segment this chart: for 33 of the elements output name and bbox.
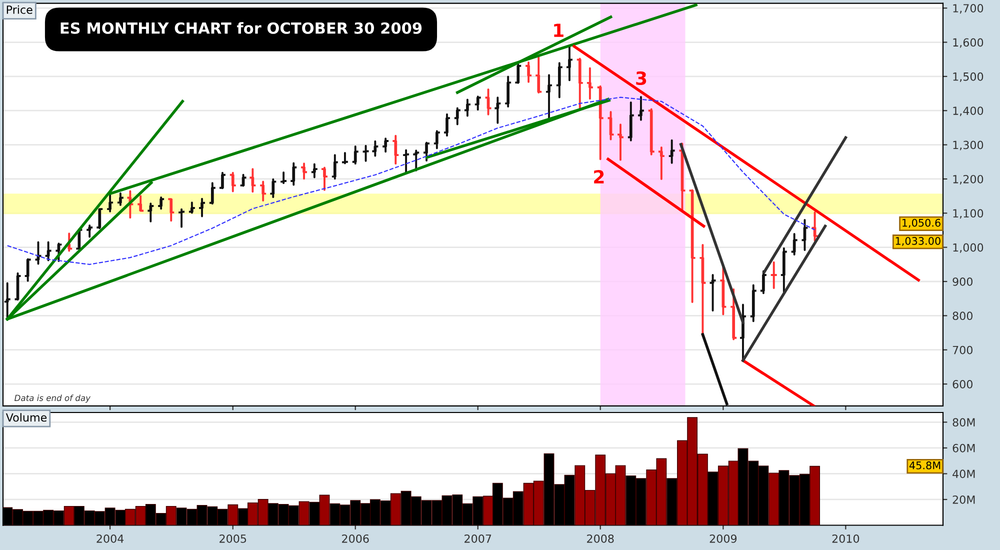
y-tick-label: 1,700 <box>953 4 984 14</box>
chart-title: Price <box>6 5 32 14</box>
y-tick-label: 40M <box>952 470 975 478</box>
y-tick-label: 1,600 <box>953 38 984 48</box>
y-tick-label: 60M <box>952 444 975 452</box>
annotation: 3 <box>636 71 646 86</box>
annotation: 1,050.6 <box>902 218 940 228</box>
x-tick-label: 2008 <box>587 534 614 543</box>
y-tick-label: 1,000 <box>953 243 984 253</box>
y-tick-label: 600 <box>952 380 972 388</box>
y-tick-label: 700 <box>952 346 972 354</box>
y-tick-label: 20M <box>952 495 975 504</box>
y-tick-label: 1,200 <box>953 174 984 184</box>
y-tick-label: 900 <box>952 277 972 286</box>
y-tick-label: 1,400 <box>953 106 984 116</box>
y-tick-label: 1,300 <box>953 140 984 150</box>
y-tick-label: 800 <box>952 312 972 320</box>
annotation: ES MONTHLY CHART for OCTOBER 30 2009 <box>60 22 422 34</box>
x-tick-label: 2009 <box>710 534 737 543</box>
x-tick-label: 2007 <box>464 534 492 543</box>
y-tick-label: 1,100 <box>953 209 984 219</box>
x-tick-label: 2005 <box>220 534 246 543</box>
annotation: Data is end of day <box>14 394 91 403</box>
annotation: 1 <box>554 24 564 37</box>
chart-title: Volume <box>6 413 47 422</box>
annotation: 2 <box>594 170 604 184</box>
x-tick-label: 2004 <box>96 534 124 543</box>
x-tick-label: 2010 <box>832 534 860 543</box>
y-tick-label: 1,500 <box>953 72 984 82</box>
annotation: 1,033.00 <box>896 236 940 246</box>
y-tick-label: 80M <box>952 418 975 427</box>
x-tick-label: 2006 <box>342 534 369 543</box>
annotation: 45.8M <box>909 461 940 470</box>
